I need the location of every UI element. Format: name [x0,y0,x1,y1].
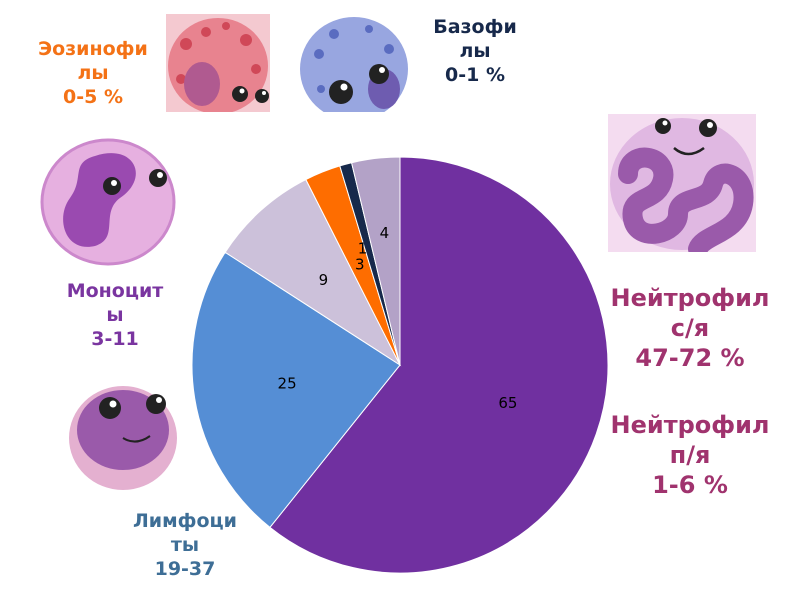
monocytes-label-line1: Моноцит [66,280,164,302]
neutrophils-band-range: 1-6 % [652,471,728,499]
neutrophils-seg-label: Нейтрофил с/я 47-72 % [595,283,785,373]
monocyte-cell-icon [40,138,176,266]
basophils-label-line1: Базофи [433,16,517,38]
eosinophils-label-line2: лы [77,61,109,84]
basophil-cell-icon [300,17,408,112]
lymphocytes-range: 19-37 [154,557,216,580]
lymphocytes-label-line1: Лимфоци [133,510,237,532]
eosinophil-cell-icon [166,14,270,112]
neutrophils-seg-range: 47-72 % [635,344,745,372]
neutrophils-band-label-line1: Нейтрофил [610,411,770,439]
basophils-range: 0-1 % [445,63,505,86]
pie-slice-5 [350,156,401,366]
pie-value-label-1: 25 [278,374,297,392]
neutrophils-seg-label-line1: Нейтрофил [610,284,770,312]
basophils-label-line2: лы [459,39,491,62]
pie-slice-0 [269,156,609,574]
eosinophils-label-line1: Эозинофи [38,38,148,60]
neutrophil-cell-icon [608,114,756,252]
lymphocyte-cell-icon [69,386,177,490]
neutrophils-seg-label-line2: с/я [670,314,710,342]
monocytes-label-line2: ы [106,303,124,326]
monocytes-label: Моноцит ы 3-11 [40,280,190,351]
eosinophils-range: 0-5 % [63,85,123,108]
pie-value-label-0: 65 [498,394,517,412]
monocytes-range: 3-11 [91,327,139,350]
lymphocytes-label-line2: ты [170,533,200,556]
pie-slice-2 [224,178,402,367]
neutrophils-band-label: Нейтрофил п/я 1-6 % [595,410,785,500]
eosinophils-label: Эозинофи лы 0-5 % [18,38,168,109]
neutrophils-band-label-line2: п/я [669,441,711,469]
pie-value-label-3: 3 [355,256,365,274]
basophils-label: Базофи лы 0-1 % [415,16,535,87]
pie-value-label-5: 4 [380,224,390,242]
lymphocytes-label: Лимфоци ты 19-37 [110,510,260,581]
pie-slice-1 [191,251,401,529]
pie-value-label-2: 9 [319,271,329,289]
pie-value-label-4: 1 [358,240,368,258]
